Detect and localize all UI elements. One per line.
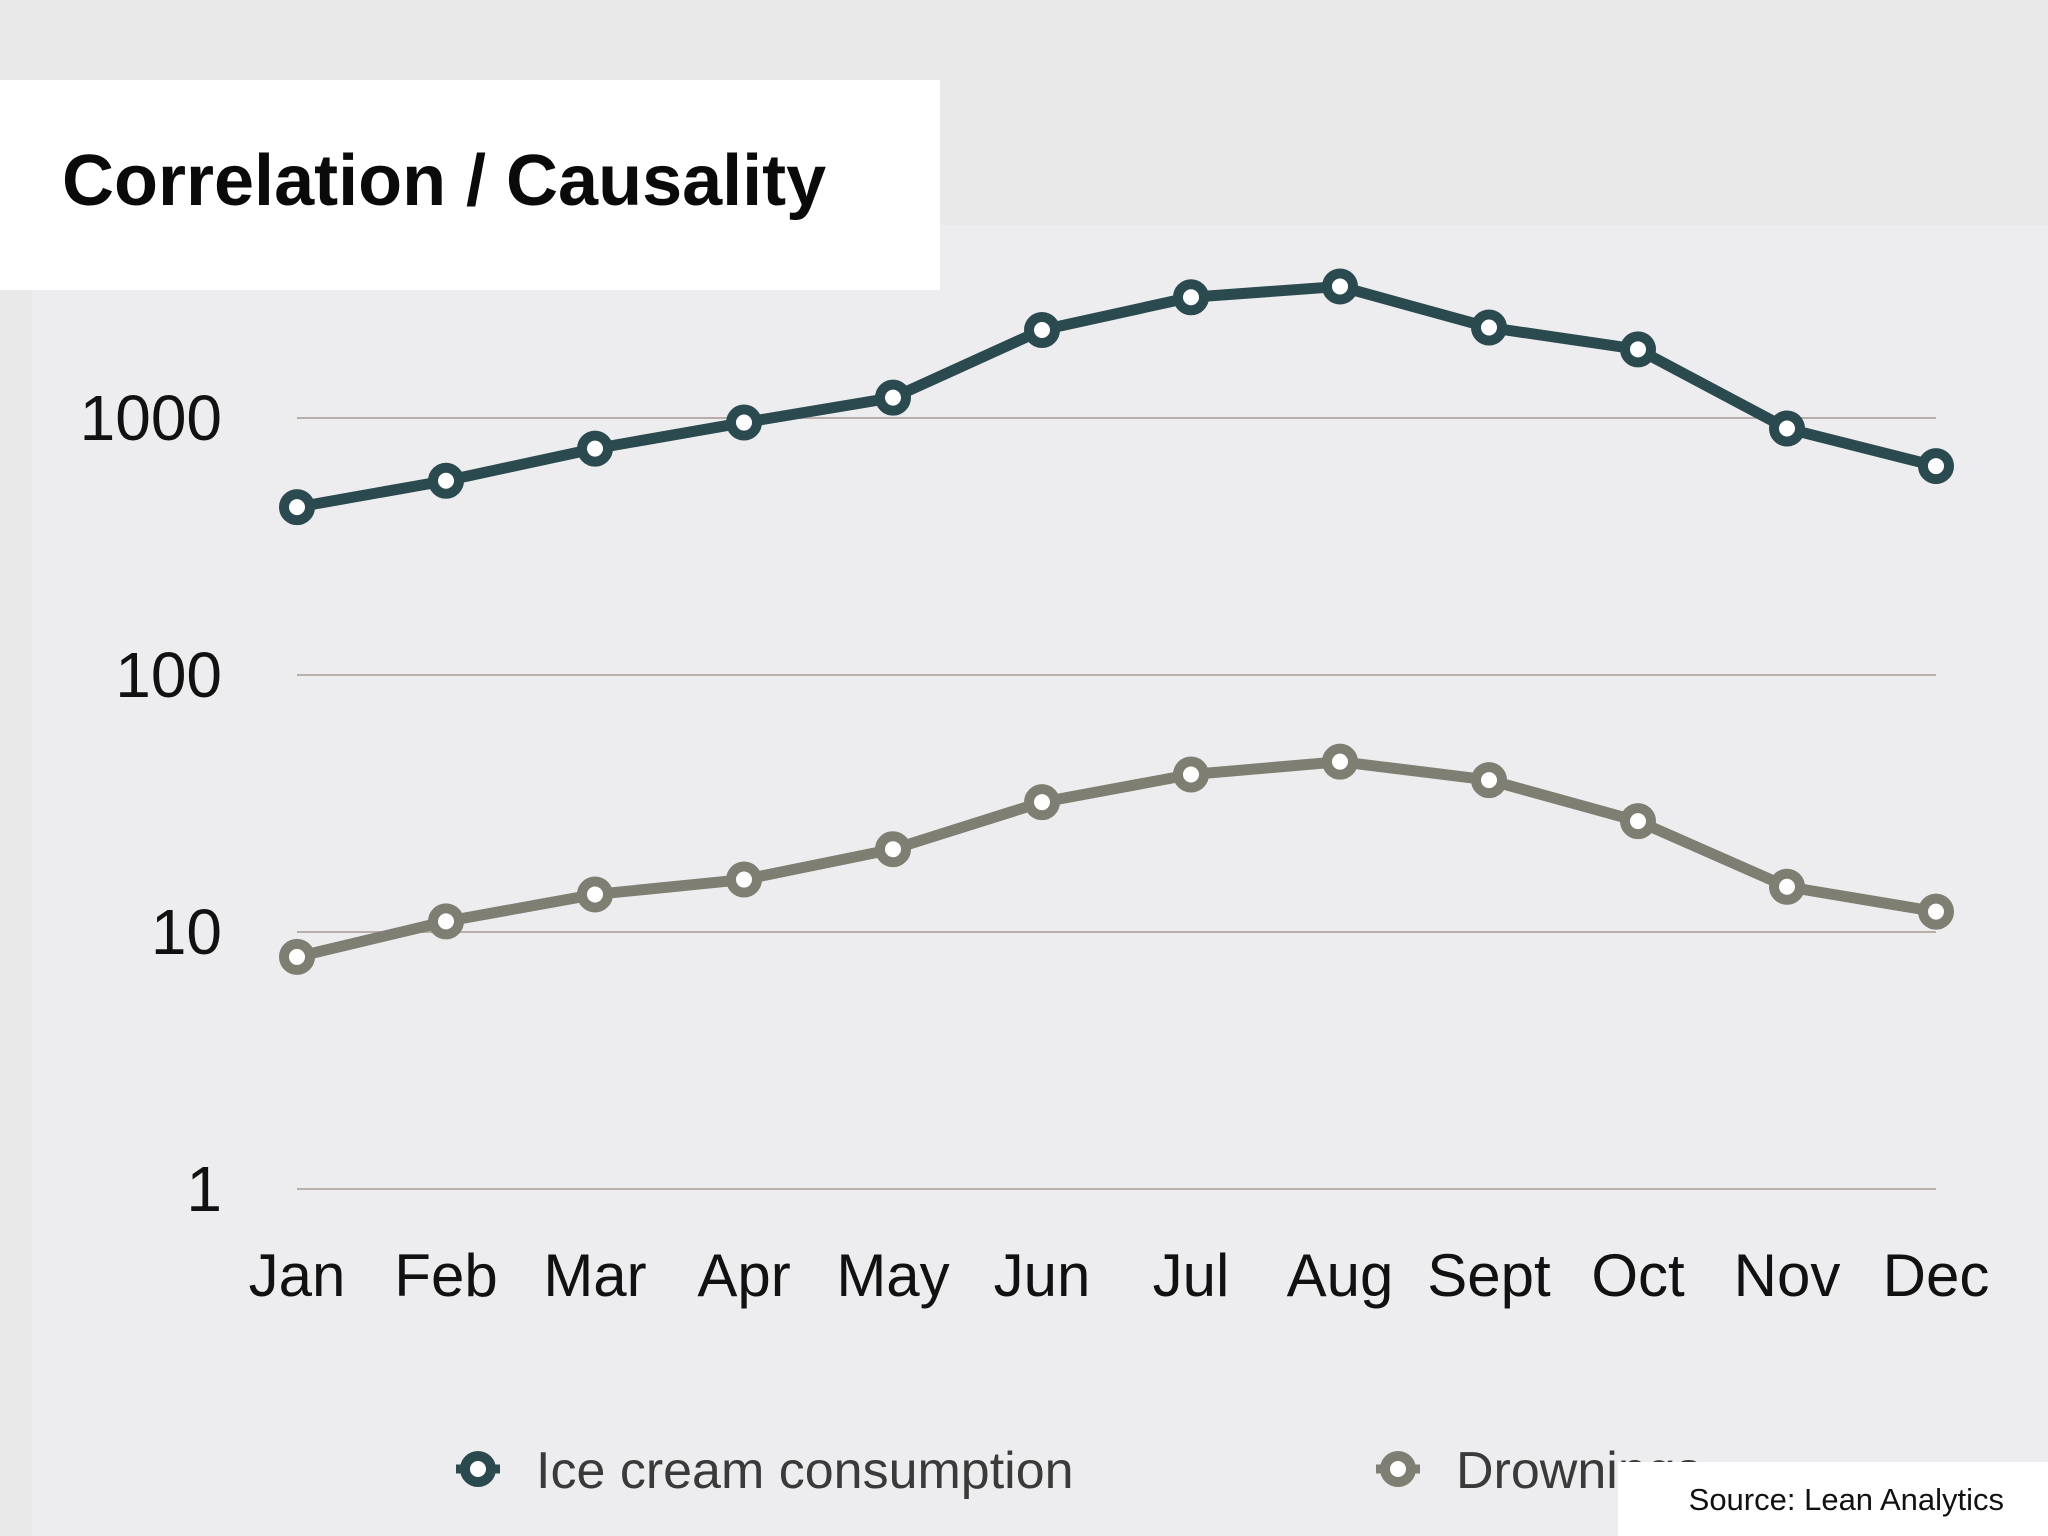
y-tick-label: 100 <box>115 639 222 711</box>
data-point <box>1620 331 1656 368</box>
x-tick-label: May <box>836 1242 949 1309</box>
series-line-1 <box>291 756 1942 963</box>
x-axis-ticks: Jan Feb Mar Apr May Jun Jul Aug Sept Oct Nov Dec <box>249 1242 1990 1309</box>
series-line-0 <box>291 280 1942 513</box>
data-point <box>577 876 613 913</box>
x-tick-label: Jan <box>249 1242 346 1309</box>
data-point <box>1173 756 1209 793</box>
data-point <box>1769 868 1805 905</box>
data-point <box>726 861 762 898</box>
data-point <box>428 903 464 940</box>
data-point <box>279 938 315 975</box>
x-tick-label: Feb <box>394 1242 497 1309</box>
title-box <box>0 80 940 290</box>
data-point <box>279 489 315 526</box>
legend-marker <box>460 1451 496 1487</box>
data-point <box>1024 311 1060 348</box>
grid-lines <box>297 417 1936 1190</box>
data-point <box>1471 309 1507 346</box>
x-tick-label: Jul <box>1153 1242 1230 1309</box>
data-point <box>1471 762 1507 799</box>
x-tick-label: Dec <box>1883 1242 1990 1309</box>
x-tick-label: Apr <box>697 1242 790 1309</box>
data-point <box>1769 410 1805 447</box>
data-point <box>1620 803 1656 840</box>
data-point <box>1322 743 1358 780</box>
y-tick-label: 10 <box>151 896 222 968</box>
data-point <box>726 404 762 441</box>
source-note: Source: Lean Analytics <box>1688 1482 2004 1517</box>
data-point <box>1918 893 1954 930</box>
data-point <box>428 462 464 499</box>
source-box <box>1618 1462 2048 1536</box>
slide-title: Correlation / Causality <box>62 141 827 221</box>
x-tick-label: Sept <box>1427 1242 1551 1309</box>
data-point <box>1024 784 1060 821</box>
x-tick-label: Mar <box>543 1242 646 1309</box>
data-point <box>1918 448 1954 485</box>
series-points <box>279 268 1954 975</box>
y-axis-ticks: 1000 100 10 1 <box>80 382 222 1225</box>
data-point <box>1173 279 1209 316</box>
x-tick-label: Aug <box>1287 1242 1394 1309</box>
y-tick-label: 1000 <box>80 382 222 454</box>
data-point <box>577 430 613 467</box>
legend-marker <box>1380 1451 1416 1487</box>
x-tick-label: Oct <box>1591 1242 1685 1309</box>
data-point <box>875 831 911 868</box>
legend-label: Ice cream consumption <box>536 1442 1074 1500</box>
legend: Ice cream consumption Drownings <box>456 1442 1702 1500</box>
x-tick-label: Nov <box>1734 1242 1841 1309</box>
y-tick-label: 1 <box>186 1153 222 1225</box>
data-point <box>875 379 911 416</box>
chart-panel <box>32 225 2048 1536</box>
series-lines <box>291 280 1942 963</box>
x-tick-label: Jun <box>994 1242 1091 1309</box>
data-point <box>1322 268 1358 305</box>
